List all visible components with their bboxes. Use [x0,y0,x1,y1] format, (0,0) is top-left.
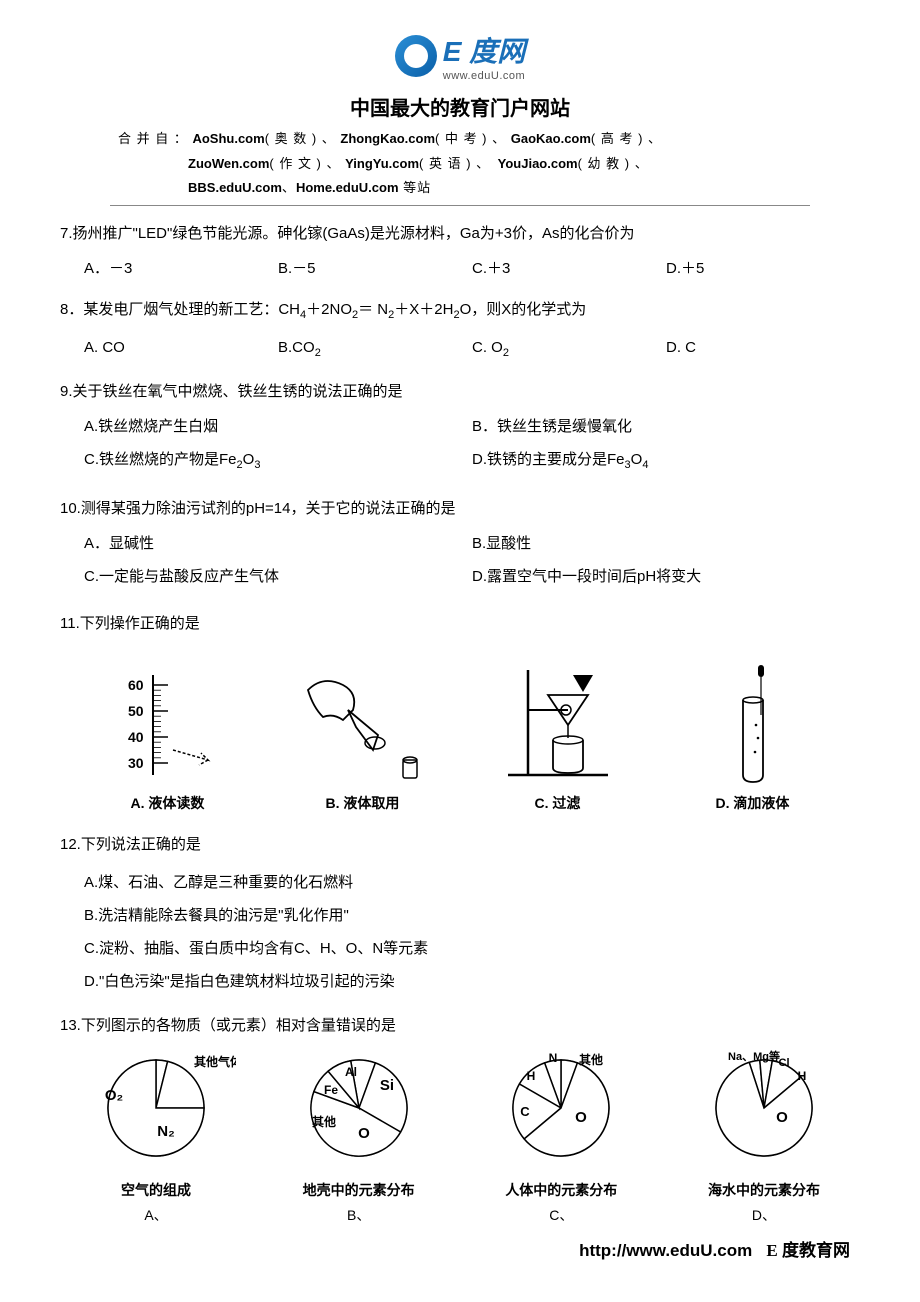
merge-sites-block: 合 并 自 ： AoShu.com( 奥 数 ) 、 ZhongKao.com(… [110,127,810,206]
q9-text: 9.关于铁丝在氧气中燃烧、铁丝生锈的说法正确的是 [60,378,860,405]
pie-chart-icon: Na、Mg等Cl H O [684,1049,844,1169]
q7-optB: B.－5 [278,255,472,282]
pie-chart: 其他 NH C O 人体中的元素分布 C、 [465,1049,657,1228]
pie-chart: 其他气体 O₂ N₂ 空气的组成 A、 [60,1049,252,1228]
q9-optB: B．铁丝生锈是缓慢氧化 [472,413,860,440]
logo-title: E 度网 [443,30,525,70]
q11-figD: D. 滴加液体 [655,655,850,816]
svg-text:O: O [575,1109,587,1126]
svg-text:O: O [776,1109,788,1126]
footer-brand: E 度教育网 [766,1241,850,1260]
svg-text:50: 50 [128,703,144,719]
svg-text:Cl: Cl [778,1057,789,1069]
logo-url: www.eduU.com [443,70,525,82]
graduated-cylinder-icon: 60 50 40 30 [113,665,223,785]
svg-text:30: 30 [128,755,144,771]
svg-text:Fe: Fe [324,1083,338,1097]
q9-optD: D.铁锈的主要成分是Fe3O4 [472,446,860,476]
pie-title: 人体中的元素分布 [465,1178,657,1203]
svg-text:其他气体: 其他气体 [194,1054,236,1069]
page-footer: http://www.eduU.com E 度教育网 [60,1236,860,1261]
question-11: 11.下列操作正确的是 60504030 A. 液体读数 [60,610,860,816]
q8-optD: D. C [666,334,860,364]
question-13: 13.下列图示的各物质（或元素）相对含量错误的是 其他气体 O₂ N₂ 空气的组成 … [60,1012,860,1228]
q7-optC: C.＋3 [472,255,666,282]
pouring-liquid-icon [288,665,438,785]
q7-optA: A．－3 [84,255,278,282]
q8-optB: B.CO2 [278,334,472,364]
pie-option-label: C、 [465,1203,657,1228]
pie-title: 地壳中的元素分布 [263,1178,455,1203]
svg-text:C: C [521,1104,531,1119]
pie-chart-icon: Al Si O 其他 Fe [279,1049,439,1169]
site-title: 中国最大的教育门户网站 [60,92,860,121]
question-8: 8．某发电厂烟气处理的新工艺：CH4＋2NO2＝ N2＋X＋2H2O，则X的化学… [60,296,860,364]
q11-figB: B. 液体取用 [265,655,460,816]
q8-optC: C. O2 [472,334,666,364]
pie-chart-icon: 其他气体 O₂ N₂ [76,1049,236,1169]
svg-text:60: 60 [128,677,144,693]
svg-text:N₂: N₂ [157,1123,175,1140]
q12-optB: B.洗洁精能除去餐具的油污是"乳化作用" [84,899,860,932]
q10-optA: A．显碱性 [84,530,472,557]
svg-text:其他: 其他 [579,1052,603,1067]
q8-text: 8．某发电厂烟气处理的新工艺：CH4＋2NO2＝ N2＋X＋2H2O，则X的化学… [60,296,860,326]
q10-optB: B.显酸性 [472,530,860,557]
q12-optC: C.淀粉、抽脂、蛋白质中均含有C、H、O、N等元素 [84,932,860,965]
q10-optD: D.露置空气中一段时间后pH将变大 [472,563,860,590]
q11-figC: C. 过滤 [460,655,655,816]
q7-options: A．－3 B.－5 C.＋3 D.＋5 [60,255,860,282]
pie-title: 空气的组成 [60,1178,252,1203]
q11-text: 11.下列操作正确的是 [60,610,860,637]
footer-url: http://www.eduU.com [579,1241,752,1260]
question-12: 12.下列说法正确的是 A.煤、石油、乙醇是三种重要的化石燃料 B.洗洁精能除去… [60,831,860,998]
q8-options: A. CO B.CO2 C. O2 D. C [60,334,860,364]
q12-optD: D."白色污染"是指白色建筑材料垃圾引起的污染 [84,965,860,998]
svg-text:40: 40 [128,729,144,745]
question-10: 10.测得某强力除油污试剂的pH=14，关于它的说法正确的是 A．显碱性 B.显… [60,495,860,596]
q13-pies: 其他气体O₂N₂ 空气的组成 A、 AlSiO其他Fe 地壳中的元素分布 B、 … [60,1049,860,1228]
q9-options: A.铁丝燃烧产生白烟 B．铁丝生锈是缓慢氧化 C.铁丝燃烧的产物是Fe2O3 D… [60,413,860,482]
q10-optC: C.一定能与盐酸反应产生气体 [84,563,472,590]
svg-text:O₂: O₂ [105,1087,123,1104]
pie-option-label: A、 [60,1203,252,1228]
q12-optA: A.煤、石油、乙醇是三种重要的化石燃料 [84,866,860,899]
pie-option-label: B、 [263,1203,455,1228]
svg-text:H: H [527,1069,536,1083]
page-header: E 度网 www.eduU.com [60,30,860,82]
q7-optD: D.＋5 [666,255,860,282]
question-9: 9.关于铁丝在氧气中燃烧、铁丝生锈的说法正确的是 A.铁丝燃烧产生白烟 B．铁丝… [60,378,860,482]
pie-option-label: D、 [668,1203,860,1228]
question-7: 7.扬州推广"LED"绿色节能光源。砷化镓(GaAs)是光源材料，Ga为+3价，… [60,220,860,282]
q8-optA: A. CO [84,334,278,364]
filtration-icon [498,660,618,785]
svg-text:H: H [798,1069,807,1083]
q9-optC: C.铁丝燃烧的产物是Fe2O3 [84,446,472,476]
q13-text: 13.下列图示的各物质（或元素）相对含量错误的是 [60,1012,860,1039]
svg-text:N: N [549,1051,558,1065]
logo: E 度网 www.eduU.com [395,30,525,82]
q11-figA: 60504030 A. 液体读数 [70,655,265,816]
q10-options: A．显碱性 B.显酸性 C.一定能与盐酸反应产生气体 D.露置空气中一段时间后p… [60,530,860,596]
dropper-tube-icon [708,660,798,785]
svg-text:Na、Mg等: Na、Mg等 [728,1049,780,1063]
q9-optA: A.铁丝燃烧产生白烟 [84,413,472,440]
svg-text:Al: Al [345,1065,357,1079]
svg-text:其他: 其他 [312,1114,336,1129]
pie-chart: Al Si O 其他 Fe 地壳中的元素分布 B、 [263,1049,455,1228]
svg-text:Si: Si [380,1077,394,1094]
q7-text: 7.扬州推广"LED"绿色节能光源。砷化镓(GaAs)是光源材料，Ga为+3价，… [60,220,860,247]
q12-text: 12.下列说法正确的是 [60,831,860,858]
svg-text:O: O [358,1125,370,1142]
q10-text: 10.测得某强力除油污试剂的pH=14，关于它的说法正确的是 [60,495,860,522]
logo-icon [395,35,437,77]
pie-chart: Na、Mg等Cl H O 海水中的元素分布 D、 [668,1049,860,1228]
pie-title: 海水中的元素分布 [668,1178,860,1203]
q11-images: 60504030 A. 液体读数 B. 液体取用 [70,655,850,816]
pie-chart-icon: 其他 NH C O [481,1049,641,1169]
